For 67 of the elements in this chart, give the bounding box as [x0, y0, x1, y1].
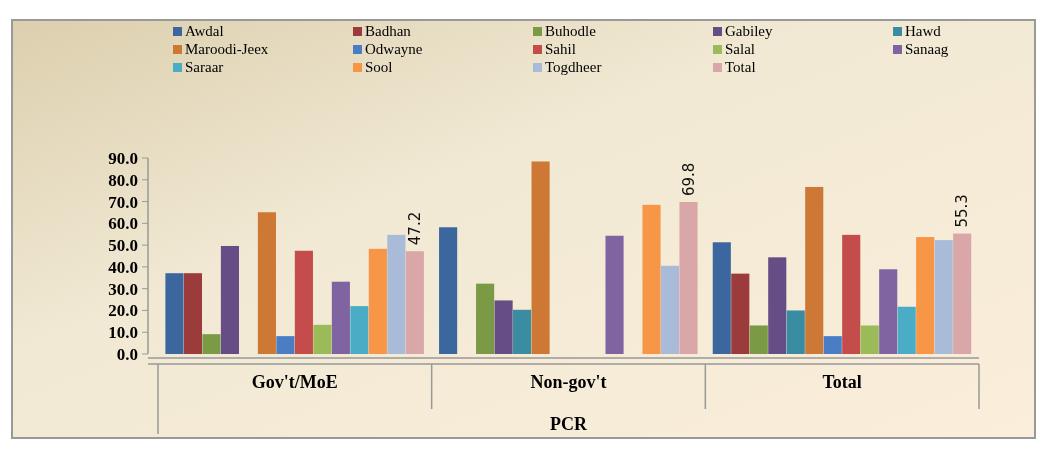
bar — [476, 283, 495, 354]
y-tick-label: 70.0 — [108, 192, 138, 212]
bar — [805, 186, 824, 354]
bar — [368, 248, 387, 354]
x-tick-label: Non-gov't — [530, 372, 607, 392]
x-axis-title: PCR — [550, 414, 588, 434]
y-tick-label: 50.0 — [108, 236, 138, 256]
bar — [276, 336, 295, 354]
bar — [749, 325, 768, 354]
x-tick-label: Total — [822, 372, 862, 392]
y-tick-label: 80.0 — [108, 170, 138, 190]
bar — [257, 212, 276, 354]
legend-label: Maroodi-Jeex — [185, 41, 269, 57]
bar — [439, 227, 458, 354]
bar — [786, 310, 805, 354]
bar — [642, 204, 661, 354]
bar — [860, 325, 879, 354]
bar — [842, 234, 861, 354]
bar — [768, 257, 787, 354]
y-tick-label: 40.0 — [108, 257, 138, 277]
y-tick-label: 90.0 — [108, 148, 138, 168]
bar — [513, 309, 532, 354]
bar — [731, 273, 750, 354]
bar — [953, 233, 972, 354]
bar — [405, 251, 424, 354]
legend-label: Buhodle — [545, 23, 597, 39]
bar — [660, 265, 680, 354]
y-tick-label: 0.0 — [116, 344, 138, 364]
legend-label: Togdheer — [545, 59, 602, 75]
legend-label: Awdal — [185, 23, 224, 39]
y-tick-label: 60.0 — [108, 214, 138, 234]
bar — [934, 240, 953, 354]
bar — [350, 306, 369, 354]
legend-label: Sanaag — [905, 41, 949, 57]
bar — [916, 237, 935, 354]
bar — [605, 235, 624, 354]
legend-label: Sahil — [545, 41, 576, 57]
y-tick-label: 30.0 — [108, 279, 138, 299]
bar — [313, 324, 332, 354]
bar — [823, 336, 842, 354]
data-label: 47.2 — [406, 211, 425, 246]
legend-label: Gabiley — [725, 23, 773, 39]
bar — [220, 245, 239, 354]
legend-label: Salal — [725, 41, 755, 57]
bar — [387, 234, 406, 354]
bar — [494, 300, 513, 354]
legend-label: Saraar — [185, 59, 224, 75]
bar — [183, 273, 203, 354]
bar — [712, 242, 731, 354]
bar — [294, 250, 313, 354]
legend-label: Odwayne — [365, 41, 423, 57]
bar — [202, 334, 221, 354]
data-label: 55.3 — [953, 194, 972, 228]
y-tick-label: 20.0 — [108, 301, 138, 321]
bar — [531, 161, 550, 354]
bar — [679, 201, 698, 354]
legend-label: Hawd — [905, 23, 942, 39]
y-tick-label: 10.0 — [108, 323, 138, 343]
bar — [331, 281, 350, 354]
legend-label: Total — [725, 59, 756, 75]
legend-label: Badhan — [365, 23, 412, 39]
legend-label: Sool — [365, 59, 393, 75]
data-label: 69.8 — [679, 162, 698, 196]
x-tick-label: Gov't/MoE — [251, 372, 338, 392]
bar — [897, 306, 916, 354]
bar — [165, 273, 184, 354]
bar — [879, 269, 898, 354]
